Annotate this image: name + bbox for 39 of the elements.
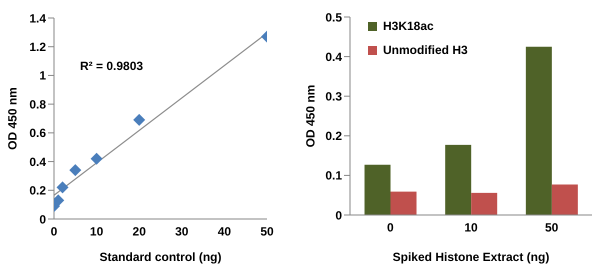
bar (471, 192, 498, 215)
x-tick-label: 20 (132, 224, 146, 239)
legend-label: H3K18ac (383, 19, 434, 33)
legend-label: Unmodified H3 (383, 43, 468, 57)
y-tick-label: 0.2 (325, 129, 342, 144)
x-tick-label: 30 (175, 224, 189, 239)
y-tick-label: 0.3 (325, 89, 342, 104)
x-tick-label: 10 (464, 220, 478, 235)
bar (445, 144, 472, 215)
annotation: R² = 0.9803 (80, 59, 144, 73)
y-tick-label: 0.8 (29, 97, 46, 112)
y-axis-title: OD 450 nm (5, 87, 20, 150)
x-axis-title: Spiked Histone Extract (ng) (392, 250, 550, 264)
y-tick-label: 0 (335, 208, 342, 222)
y-tick-label: 0.2 (29, 184, 46, 198)
y-tick-label: 0.4 (325, 50, 342, 64)
point (69, 164, 82, 176)
x-axis-title: Standard control (ng) (100, 250, 222, 264)
y-tick-label: 0.6 (29, 126, 46, 140)
y-tick-label: 1.2 (29, 40, 46, 54)
y-tick-label: 1.4 (29, 11, 46, 26)
x-tick-label: 40 (218, 224, 232, 239)
x-tick-label: 50 (260, 224, 274, 239)
point (90, 152, 103, 165)
bar (390, 192, 417, 215)
point (56, 181, 69, 194)
point (133, 114, 146, 126)
x-tick-label: 50 (544, 220, 559, 235)
y-tick-label: 0.5 (325, 10, 342, 24)
y-axis-title: OD 450 nm (303, 84, 318, 148)
y-tick-label: 0.4 (29, 154, 46, 169)
x-tick-label: 0 (386, 220, 394, 235)
bar (526, 46, 552, 215)
x-tick-label: 10 (90, 224, 104, 239)
x-tick-label: 0 (50, 224, 58, 239)
bar (364, 164, 391, 215)
bar (552, 184, 578, 215)
y-tick-label: 1 (39, 68, 46, 83)
y-tick-label: 0.1 (325, 168, 342, 183)
